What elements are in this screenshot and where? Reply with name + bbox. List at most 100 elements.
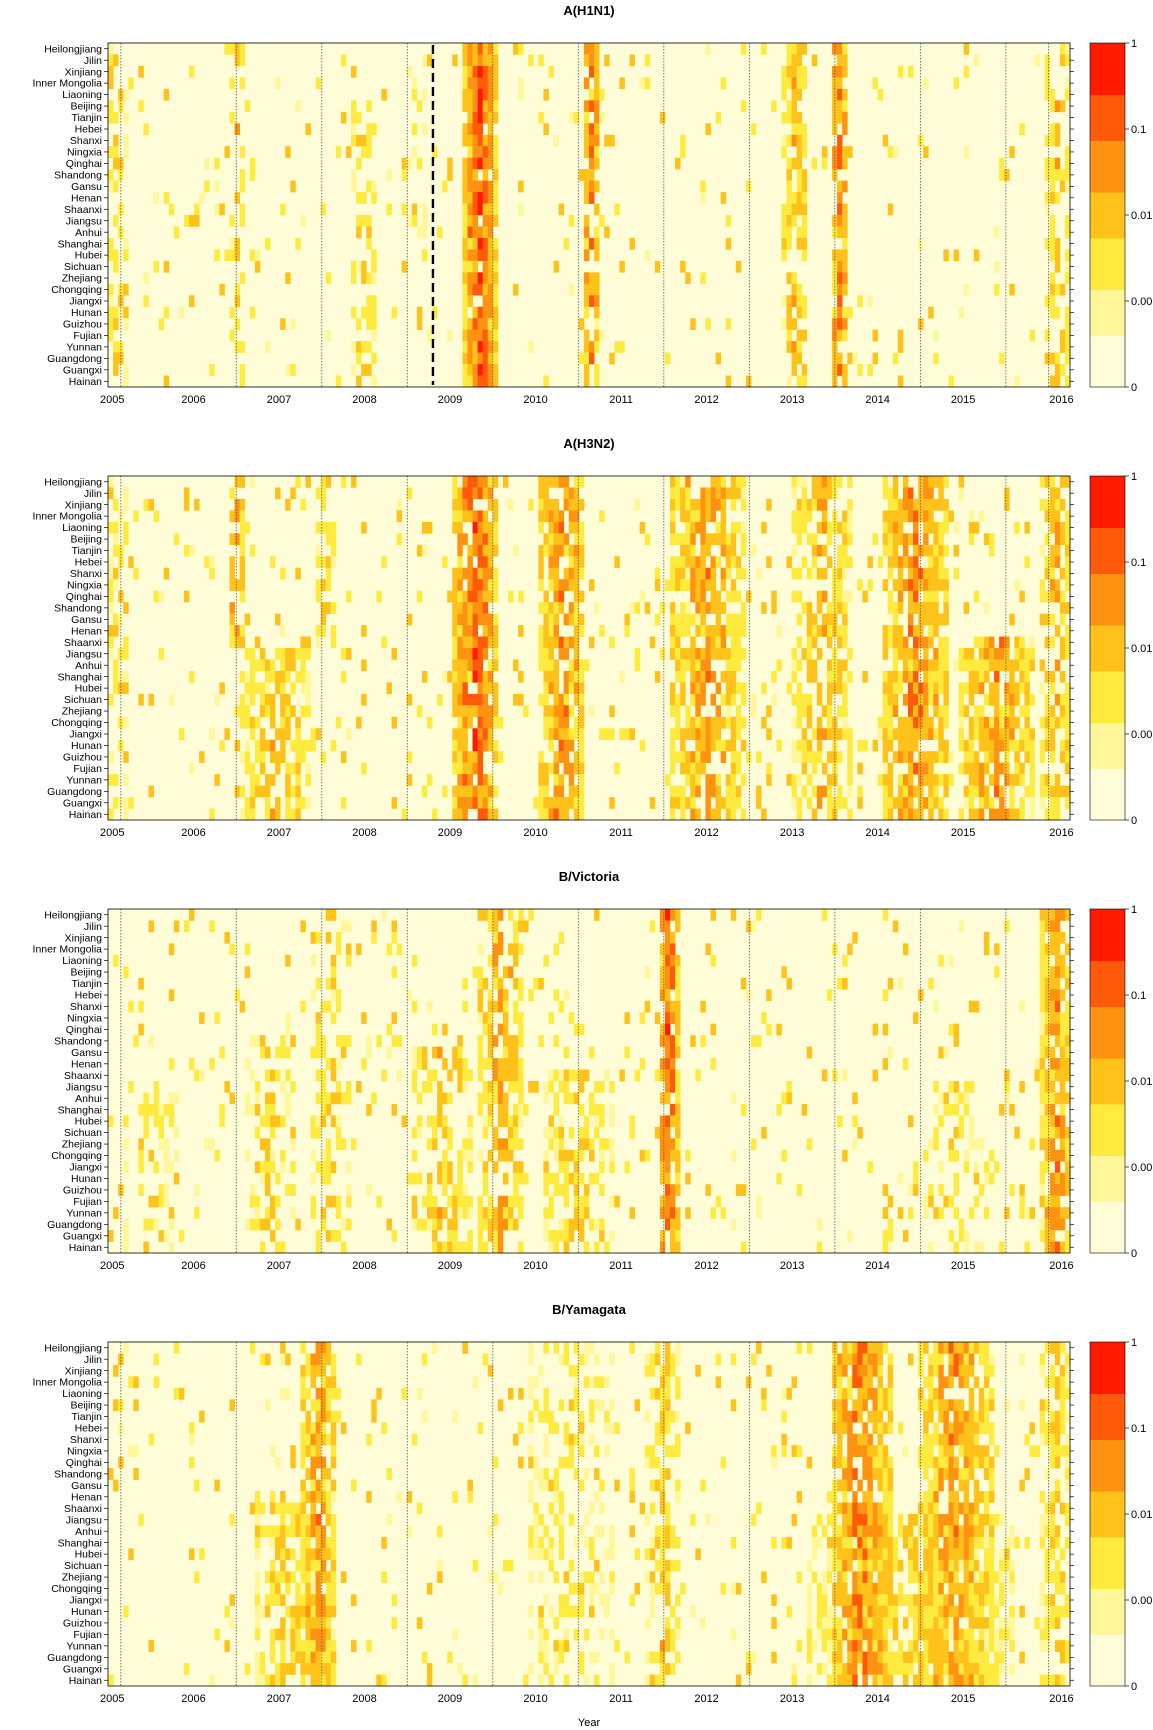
colorbar-segment: [1090, 169, 1125, 176]
heatmap-cell: [507, 1138, 514, 1151]
heatmap-cell: [872, 77, 878, 90]
heatmap-cell: [113, 146, 119, 158]
heatmap-cell: [887, 1387, 894, 1400]
heatmap-cell: [249, 1184, 256, 1196]
heatmap-cell: [487, 774, 494, 786]
heatmap-cell: [918, 567, 924, 580]
heatmap-cell: [280, 1035, 286, 1047]
heatmap-cell: [670, 613, 676, 626]
heatmap-cell: [664, 1399, 671, 1412]
heatmap-cell: [928, 977, 934, 990]
heatmap-cell: [938, 797, 944, 809]
heatmap-cell: [756, 785, 762, 798]
heatmap-cell: [538, 751, 544, 763]
heatmap-cell: [295, 237, 301, 250]
heatmap-cell: [497, 1115, 504, 1128]
heatmap-cell: [928, 716, 934, 729]
heatmap-cell: [361, 134, 367, 147]
heatmap-cell: [1049, 556, 1056, 569]
heatmap-cell: [578, 1230, 585, 1242]
heatmap-cell: [594, 1399, 600, 1412]
heatmap-cell: [685, 1172, 691, 1185]
heatmap-cell: [442, 1023, 448, 1036]
heatmap-cell: [229, 613, 235, 626]
heatmap-cell: [123, 636, 129, 649]
heatmap-cell: [457, 659, 463, 672]
heatmap-cell: [518, 1103, 524, 1116]
heatmap-cell: [462, 533, 468, 546]
heatmap-cell: [953, 249, 960, 262]
heatmap-cell: [477, 510, 484, 523]
heatmap-cell: [340, 1092, 347, 1105]
heatmap-cell: [796, 180, 803, 193]
heatmap-cell: [938, 579, 944, 591]
heatmap-cell: [578, 352, 585, 365]
heatmap-cell: [1039, 977, 1046, 990]
heatmap-cell: [244, 1149, 251, 1162]
heatmap-cell: [670, 785, 676, 798]
heatmap-cell: [675, 1353, 681, 1366]
heatmap-cell: [857, 579, 863, 591]
heatmap-cell: [158, 590, 165, 603]
heatmap-cell: [259, 739, 266, 752]
heatmap-cell: [695, 648, 701, 660]
heatmap-cell: [882, 134, 889, 147]
colorbar-segment: [1090, 550, 1125, 557]
heatmap-cell: [285, 648, 291, 660]
heatmap-cell: [675, 1115, 681, 1128]
heatmap-cell: [113, 567, 119, 580]
heatmap-cell: [892, 613, 899, 626]
heatmap-cell: [361, 1012, 367, 1024]
heatmap-cell: [958, 1218, 965, 1231]
heatmap-cell: [1039, 1218, 1046, 1231]
heatmap-cell: [335, 1195, 342, 1208]
heatmap-cell: [664, 1126, 671, 1139]
heatmap-cell: [923, 1342, 929, 1354]
heatmap-cell: [1054, 1376, 1061, 1389]
heatmap-cell: [938, 556, 944, 569]
heatmap-cell: [457, 590, 463, 603]
heatmap-cell: [594, 54, 600, 67]
heatmap-cell: [411, 1218, 418, 1231]
province-label: Shandong: [54, 1035, 102, 1047]
heatmap-cell: [244, 966, 251, 979]
heatmap-cell: [553, 762, 560, 775]
heatmap-cell: [351, 272, 357, 285]
heatmap-cell: [285, 762, 291, 775]
heatmap-cell: [740, 682, 747, 695]
colorbar-segment: [1090, 1132, 1125, 1139]
heatmap-cell: [492, 237, 499, 250]
heatmap-cell: [913, 693, 919, 706]
heatmap-cell: [583, 215, 590, 227]
heatmap-cell: [432, 1126, 438, 1139]
heatmap-cell: [108, 487, 114, 500]
heatmap-cell: [320, 1035, 327, 1047]
heatmap-cell: [1064, 636, 1071, 649]
heatmap-cell: [675, 613, 681, 626]
heatmap-cell: [143, 1218, 149, 1231]
heatmap-cell: [163, 1195, 170, 1208]
heatmap-cell: [791, 751, 797, 763]
heatmap-cell: [887, 636, 894, 649]
heatmap-cell: [264, 1103, 271, 1116]
heatmap-cell: [700, 693, 706, 706]
heatmap-cell: [497, 989, 504, 1002]
heatmap-cell: [477, 88, 484, 101]
heatmap-cell: [715, 556, 722, 569]
heatmap-cell: [300, 215, 306, 227]
heatmap-cell: [913, 498, 919, 511]
heatmap-cell: [249, 716, 256, 729]
heatmap-cell: [1064, 215, 1071, 227]
heatmap-cell: [725, 625, 732, 637]
heatmap-cell: [832, 318, 838, 330]
heatmap-cell: [1054, 237, 1061, 250]
heatmap-cell: [907, 579, 914, 591]
heatmap-cell: [578, 1103, 585, 1116]
heatmap-cell: [968, 670, 975, 683]
heatmap-cell: [563, 705, 570, 718]
heatmap-cell: [1064, 1046, 1071, 1059]
heatmap-cell: [1024, 716, 1030, 729]
heatmap-cell: [614, 556, 620, 569]
heatmap-cell: [330, 1364, 337, 1377]
heatmap-cell: [573, 762, 580, 775]
